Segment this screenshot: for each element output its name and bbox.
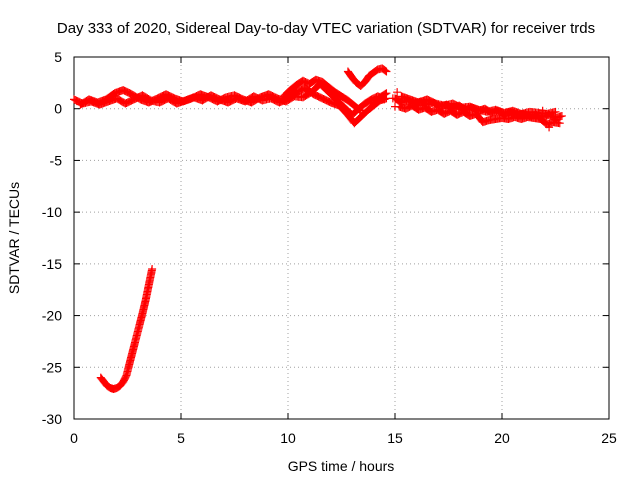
data-point — [380, 65, 389, 74]
x-tick-labels: 0 5 10 15 20 25 — [70, 430, 617, 446]
data-point — [393, 88, 402, 97]
data-points — [70, 64, 566, 394]
x-tick-label: 20 — [494, 430, 510, 446]
x-tick-label: 0 — [70, 430, 78, 446]
data-point — [538, 106, 547, 115]
y-tick-label: -20 — [42, 308, 62, 324]
data-point — [391, 102, 399, 111]
x-tick-label: 5 — [177, 430, 185, 446]
x-tick-label: 25 — [601, 430, 617, 446]
y-tick-label: 0 — [54, 101, 62, 117]
y-axis-label: SDTVAR / TECUs — [6, 182, 22, 294]
data-point — [551, 107, 560, 116]
y-tick-label: -30 — [42, 411, 62, 427]
data-point — [355, 105, 364, 114]
y-tick-label: -10 — [42, 204, 62, 220]
data-point — [545, 123, 554, 132]
y-tick-label: 5 — [54, 49, 62, 65]
data-point — [557, 111, 566, 120]
axis-ticks — [73, 56, 610, 420]
chart-title: Day 333 of 2020, Sidereal Day-to-day VTE… — [57, 20, 595, 37]
data-point — [382, 67, 391, 76]
data-point — [148, 265, 157, 274]
data-point — [356, 106, 365, 115]
data-point — [388, 94, 397, 103]
x-axis-label: GPS time / hours — [288, 458, 395, 474]
y-tick-label: -15 — [42, 256, 62, 272]
data-point — [555, 119, 564, 128]
data-point — [382, 89, 391, 98]
x-tick-label: 15 — [387, 430, 403, 446]
x-tick-label: 10 — [280, 430, 296, 446]
y-tick-labels: -30 -25 -20 -15 -10 -5 0 5 — [42, 49, 62, 427]
plot-frame — [73, 56, 610, 420]
data-point — [381, 89, 390, 98]
y-tick-label: -25 — [42, 359, 62, 375]
data-point — [381, 66, 390, 75]
y-tick-label: -5 — [50, 152, 63, 168]
